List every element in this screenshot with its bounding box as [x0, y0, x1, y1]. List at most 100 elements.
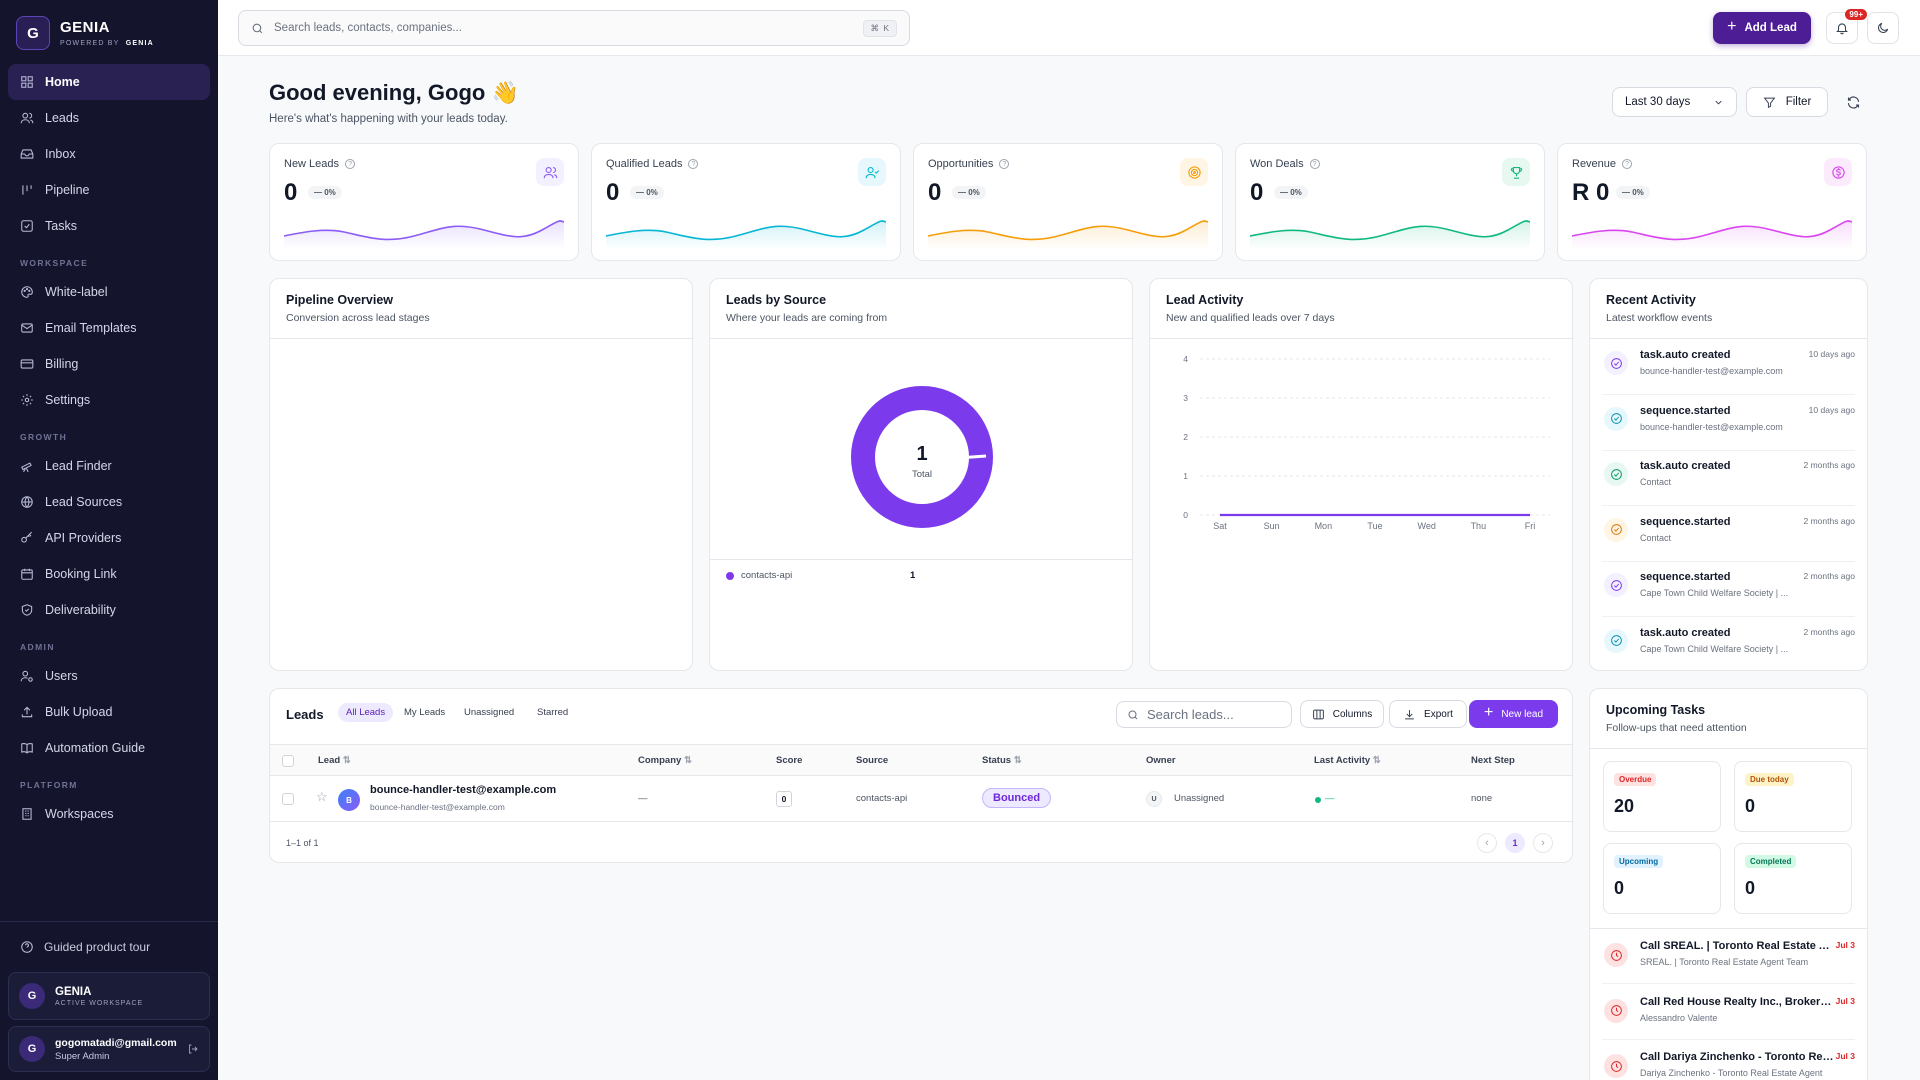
refresh-button[interactable] [1838, 87, 1868, 117]
sidebar-item-automation-guide[interactable]: Automation Guide [8, 730, 210, 766]
brand-logo[interactable]: G [16, 16, 50, 50]
sparkline [1250, 220, 1530, 250]
owner-avatar: U [1146, 791, 1162, 807]
task-item[interactable]: Call Red House Realty Inc., Brokerage - … [1602, 985, 1855, 1040]
info-icon[interactable]: ? [345, 159, 356, 169]
export-button[interactable]: Export [1389, 700, 1467, 728]
logout-icon[interactable] [187, 1043, 199, 1055]
table-header: Lead ⇅ Company ⇅ Score Source Status ⇅ O… [270, 744, 1572, 776]
info-icon[interactable]: ? [999, 159, 1010, 169]
task-tile-upcoming[interactable]: Upcoming 0 [1603, 843, 1721, 914]
column-header-company[interactable]: Company ⇅ [638, 755, 692, 766]
prev-page-button[interactable]: ‹ [1477, 833, 1497, 853]
date-range-select[interactable]: Last 30 days [1612, 87, 1737, 117]
info-icon[interactable]: ? [1622, 159, 1633, 169]
sidebar-item-email-templates[interactable]: Email Templates [8, 310, 210, 346]
leads-search-input[interactable]: Search leads... [1116, 701, 1292, 728]
sidebar-item-inbox[interactable]: Inbox [8, 136, 210, 172]
select-all-checkbox[interactable] [282, 755, 294, 767]
sidebar-item-label: Billing [45, 357, 79, 371]
task-tile-completed[interactable]: Completed 0 [1734, 843, 1852, 914]
user-card[interactable]: G gogomatadi@gmail.com Super Admin [8, 1026, 210, 1072]
table-row[interactable]: ☆ B bounce-handler-test@example.com boun… [270, 776, 1572, 822]
theme-toggle[interactable] [1867, 12, 1899, 44]
lead-name[interactable]: bounce-handler-test@example.com [370, 784, 557, 796]
activity-item[interactable]: sequence.started Cape Town Child Welfare… [1602, 562, 1855, 617]
columns-button[interactable]: Columns [1300, 700, 1384, 728]
stat-card-qualified-leads[interactable]: Qualified Leads? 0 — 0% [591, 143, 901, 261]
tab-unassigned[interactable]: Unassigned [464, 707, 515, 718]
new-lead-button[interactable]: + New lead [1469, 700, 1558, 728]
sidebar-item-leads[interactable]: Leads [8, 100, 210, 136]
column-header-last-activity[interactable]: Last Activity ⇅ [1314, 755, 1381, 766]
sidebar-item-lead-finder[interactable]: Lead Finder [8, 448, 210, 484]
sidebar-item-deliverability[interactable]: Deliverability [8, 592, 210, 628]
column-header-score[interactable]: Score [776, 755, 803, 766]
task-subtitle: Dariya Zinchenko - Toronto Real Estate A… [1640, 1068, 1823, 1078]
stat-card-new-leads[interactable]: New Leads? 0 — 0% [269, 143, 579, 261]
donut-gap [957, 454, 987, 460]
add-lead-button[interactable]: + Add Lead [1713, 12, 1811, 44]
tab-my-leads[interactable]: My Leads [404, 707, 446, 718]
task-item[interactable]: Call SREAL. | Toronto Real Estate Agent … [1602, 929, 1855, 984]
sidebar-item-tasks[interactable]: Tasks [8, 208, 210, 244]
task-item[interactable]: Call Dariya Zinchenko - Toronto Real Est… [1602, 1040, 1855, 1080]
check-circle-icon [1604, 573, 1628, 597]
activity-time: 2 months ago [1803, 460, 1855, 470]
sidebar-item-billing[interactable]: Billing [8, 346, 210, 382]
task-tile-due-today[interactable]: Due today 0 [1734, 761, 1852, 832]
info-icon[interactable]: ? [1309, 159, 1320, 169]
lead-owner: Unassigned [1174, 793, 1225, 804]
stat-value: R 0 [1572, 179, 1610, 206]
tab-starred[interactable]: Starred [537, 707, 569, 718]
page-number[interactable]: 1 [1505, 833, 1525, 853]
activity-item[interactable]: task.auto created Contact 2 months ago [1602, 451, 1855, 506]
activity-item[interactable]: task.auto created bounce-handler-test@ex… [1602, 340, 1855, 395]
tab-all-leads[interactable]: All Leads [338, 703, 394, 722]
column-header-status[interactable]: Status ⇅ [982, 755, 1022, 766]
row-checkbox[interactable] [282, 793, 294, 805]
clock-icon [1604, 1054, 1628, 1078]
activity-item[interactable]: sequence.started Contact 2 months ago [1602, 507, 1855, 562]
nav-section-growth: GROWTH [20, 432, 68, 442]
sidebar-item-api-providers[interactable]: API Providers [8, 520, 210, 556]
sidebar-item-lead-sources[interactable]: Lead Sources [8, 484, 210, 520]
workspace-switcher[interactable]: G GENIA ACTIVE WORKSPACE [8, 972, 210, 1020]
plus-icon: + [1727, 18, 1737, 35]
task-tile-overdue[interactable]: Overdue 20 [1603, 761, 1721, 832]
stat-card-opportunities[interactable]: Opportunities? 0 — 0% [913, 143, 1223, 261]
sidebar-item-bulk-upload[interactable]: Bulk Upload [8, 694, 210, 730]
info-icon[interactable]: ? [688, 159, 699, 169]
stat-card-won-deals[interactable]: Won Deals? 0 — 0% [1235, 143, 1545, 261]
task-subtitle: SREAL. | Toronto Real Estate Agent Team [1640, 957, 1809, 967]
next-page-button[interactable]: › [1533, 833, 1553, 853]
stat-delta: — 0% [1274, 186, 1308, 199]
pipeline-title: Pipeline Overview [286, 293, 393, 307]
filter-button[interactable]: Filter [1746, 87, 1828, 117]
global-search-input[interactable]: Search leads, contacts, companies... ⌘ K [238, 10, 910, 46]
activity-item[interactable]: sequence.started bounce-handler-test@exa… [1602, 396, 1855, 451]
sidebar-item-settings[interactable]: Settings [8, 382, 210, 418]
donut-chart[interactable]: 1 Total [842, 377, 1002, 537]
trophy-icon [1502, 158, 1530, 186]
column-header-next-step[interactable]: Next Step [1471, 755, 1515, 766]
recent-title: Recent Activity [1606, 293, 1696, 307]
sidebar-item-booking-link[interactable]: Booking Link [8, 556, 210, 592]
sidebar-item-white-label[interactable]: White-label [8, 274, 210, 310]
star-icon[interactable]: ☆ [316, 789, 328, 804]
column-header-lead[interactable]: Lead ⇅ [318, 755, 351, 766]
activity-title: sequence.started [1640, 571, 1731, 583]
activity-chart-subtitle: New and qualified leads over 7 days [1166, 312, 1335, 324]
sidebar-item-home[interactable]: Home [8, 64, 210, 100]
sidebar-item-workspaces[interactable]: Workspaces [8, 796, 210, 832]
stat-card-revenue[interactable]: Revenue? R 0 — 0% [1557, 143, 1867, 261]
notifications-button[interactable]: 99+ [1826, 9, 1867, 44]
sidebar-item-pipeline[interactable]: Pipeline [8, 172, 210, 208]
lead-activity-chart[interactable]: 4 3 2 1 0 Sat Sun Mon Tue Wed Thu Fri [1150, 339, 1574, 549]
column-header-source[interactable]: Source [856, 755, 889, 766]
activity-item[interactable]: task.auto created Cape Town Child Welfar… [1602, 618, 1855, 673]
column-header-owner[interactable]: Owner [1146, 755, 1176, 766]
activity-subtitle: bounce-handler-test@example.com [1640, 421, 1783, 432]
guided-tour-link[interactable]: Guided product tour [8, 922, 210, 972]
sidebar-item-users[interactable]: Users [8, 658, 210, 694]
